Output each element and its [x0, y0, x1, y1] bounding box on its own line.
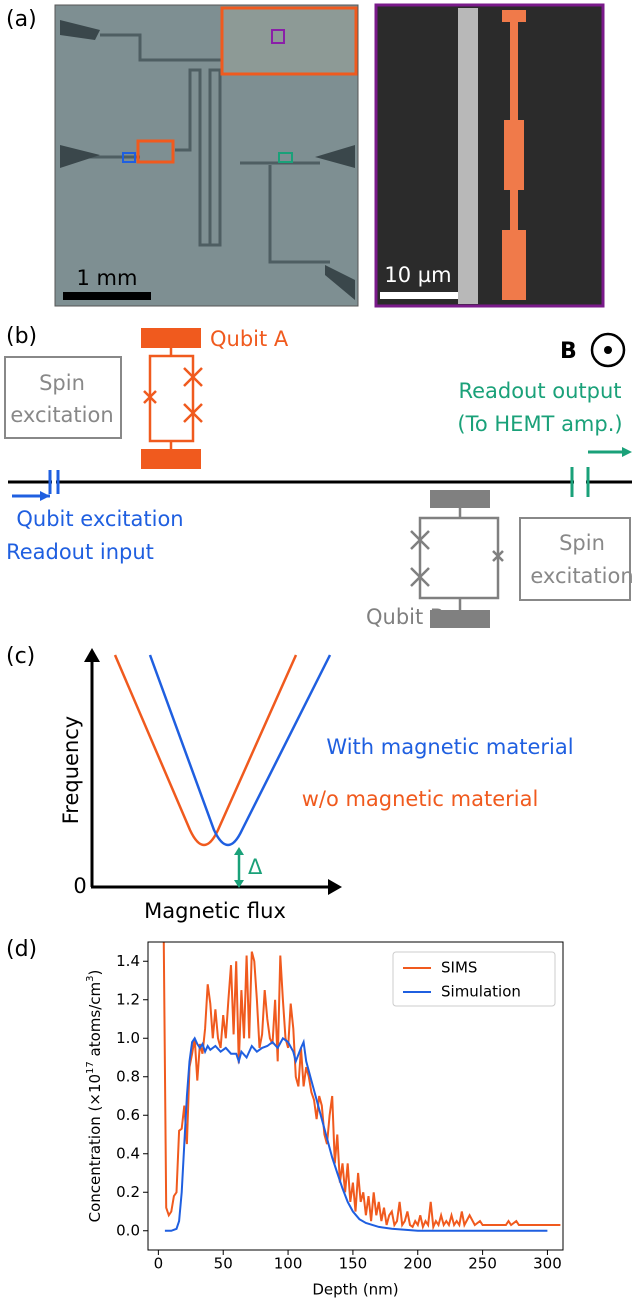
- y-tick-label: 1.4: [116, 952, 140, 970]
- y-tick-label: 0.4: [116, 1144, 140, 1162]
- x-tick-label: 100: [274, 1255, 303, 1273]
- x-tick-label: 0: [154, 1255, 164, 1273]
- y-tick-label: 1.0: [116, 1029, 140, 1047]
- x-tick-label: 250: [468, 1255, 497, 1273]
- annotation: Readout input: [6, 540, 154, 564]
- scale-bar: [63, 292, 151, 300]
- panel-label: (b): [6, 324, 37, 349]
- curve: [150, 655, 330, 845]
- x-tick-label: 150: [339, 1255, 368, 1273]
- y-axis-label-part: Concentration (×10: [86, 1074, 104, 1222]
- annotation: excitation: [10, 403, 113, 427]
- panel-label: (d): [6, 937, 37, 962]
- field-symbol: [604, 346, 612, 354]
- annotation: excitation: [530, 564, 633, 588]
- annotation: Readout output: [458, 379, 621, 403]
- qubit-b: [411, 508, 503, 610]
- scale-bar: [380, 292, 458, 299]
- sem-image: [376, 5, 603, 306]
- legend-label: Simulation: [441, 983, 521, 1001]
- panel-label: (c): [6, 644, 35, 669]
- x-axis-label: Depth (nm): [312, 1281, 398, 1299]
- qubit-label: Qubit B: [366, 605, 444, 629]
- annotation: Spin: [559, 531, 605, 555]
- x-tick-label: 50: [214, 1255, 233, 1273]
- y-tick-label: 1.2: [116, 990, 140, 1008]
- field-label: B: [560, 339, 577, 364]
- y-tick-label: 0.6: [116, 1106, 140, 1124]
- y-axis-label-part: atoms/cm: [86, 982, 104, 1061]
- x-tick-label: 200: [403, 1255, 432, 1273]
- annotation: With magnetic material: [326, 735, 573, 759]
- y-axis-label-part: 17: [85, 1061, 96, 1074]
- annotation: w/o magnetic material: [302, 787, 539, 811]
- y-tick-label: 0.8: [116, 1067, 140, 1085]
- annotation: (To HEMT amp.): [457, 412, 622, 436]
- gap: [52, 472, 56, 492]
- qubit-pad: [141, 449, 201, 469]
- gap: [574, 472, 586, 492]
- electrode: [458, 8, 478, 304]
- curve: [115, 655, 296, 845]
- y-tick-label: 0.2: [116, 1183, 140, 1201]
- qubit-pad: [430, 490, 490, 508]
- axes: [91, 660, 328, 887]
- legend-label: SIMS: [441, 959, 477, 977]
- origin-label: 0: [73, 874, 86, 898]
- scale-label: 10 µm: [384, 263, 451, 287]
- y-axis-label: Concentration (×1017 atoms/cm3): [85, 970, 104, 1223]
- axis-label: Frequency: [59, 716, 83, 825]
- scale-label: 1 mm: [77, 266, 138, 290]
- arrowheads: [84, 648, 342, 895]
- panel-label: (a): [6, 7, 37, 32]
- annotation: Δ: [248, 855, 263, 879]
- figure: (a) 1 mm 10 µm (b) Qubit excitation Read…: [0, 0, 639, 1309]
- annotation: Spin: [39, 371, 85, 395]
- inset: [222, 8, 356, 74]
- y-tick-label: 0.0: [116, 1221, 140, 1239]
- plot: 0 50 100 150 200 250 300 0.0 0.2 0.4 0.6 0.8 1.0 1.2 1…: [85, 923, 564, 1299]
- qubit-label: Qubit A: [210, 327, 289, 351]
- x-tick-label: 300: [533, 1255, 562, 1273]
- annotation: Qubit excitation: [16, 507, 183, 531]
- y-axis-label-part: ): [86, 970, 104, 976]
- arrow: [622, 447, 632, 457]
- axis-label: Magnetic flux: [144, 899, 286, 923]
- qubit-a: [144, 348, 202, 449]
- qubit-pad: [141, 328, 201, 348]
